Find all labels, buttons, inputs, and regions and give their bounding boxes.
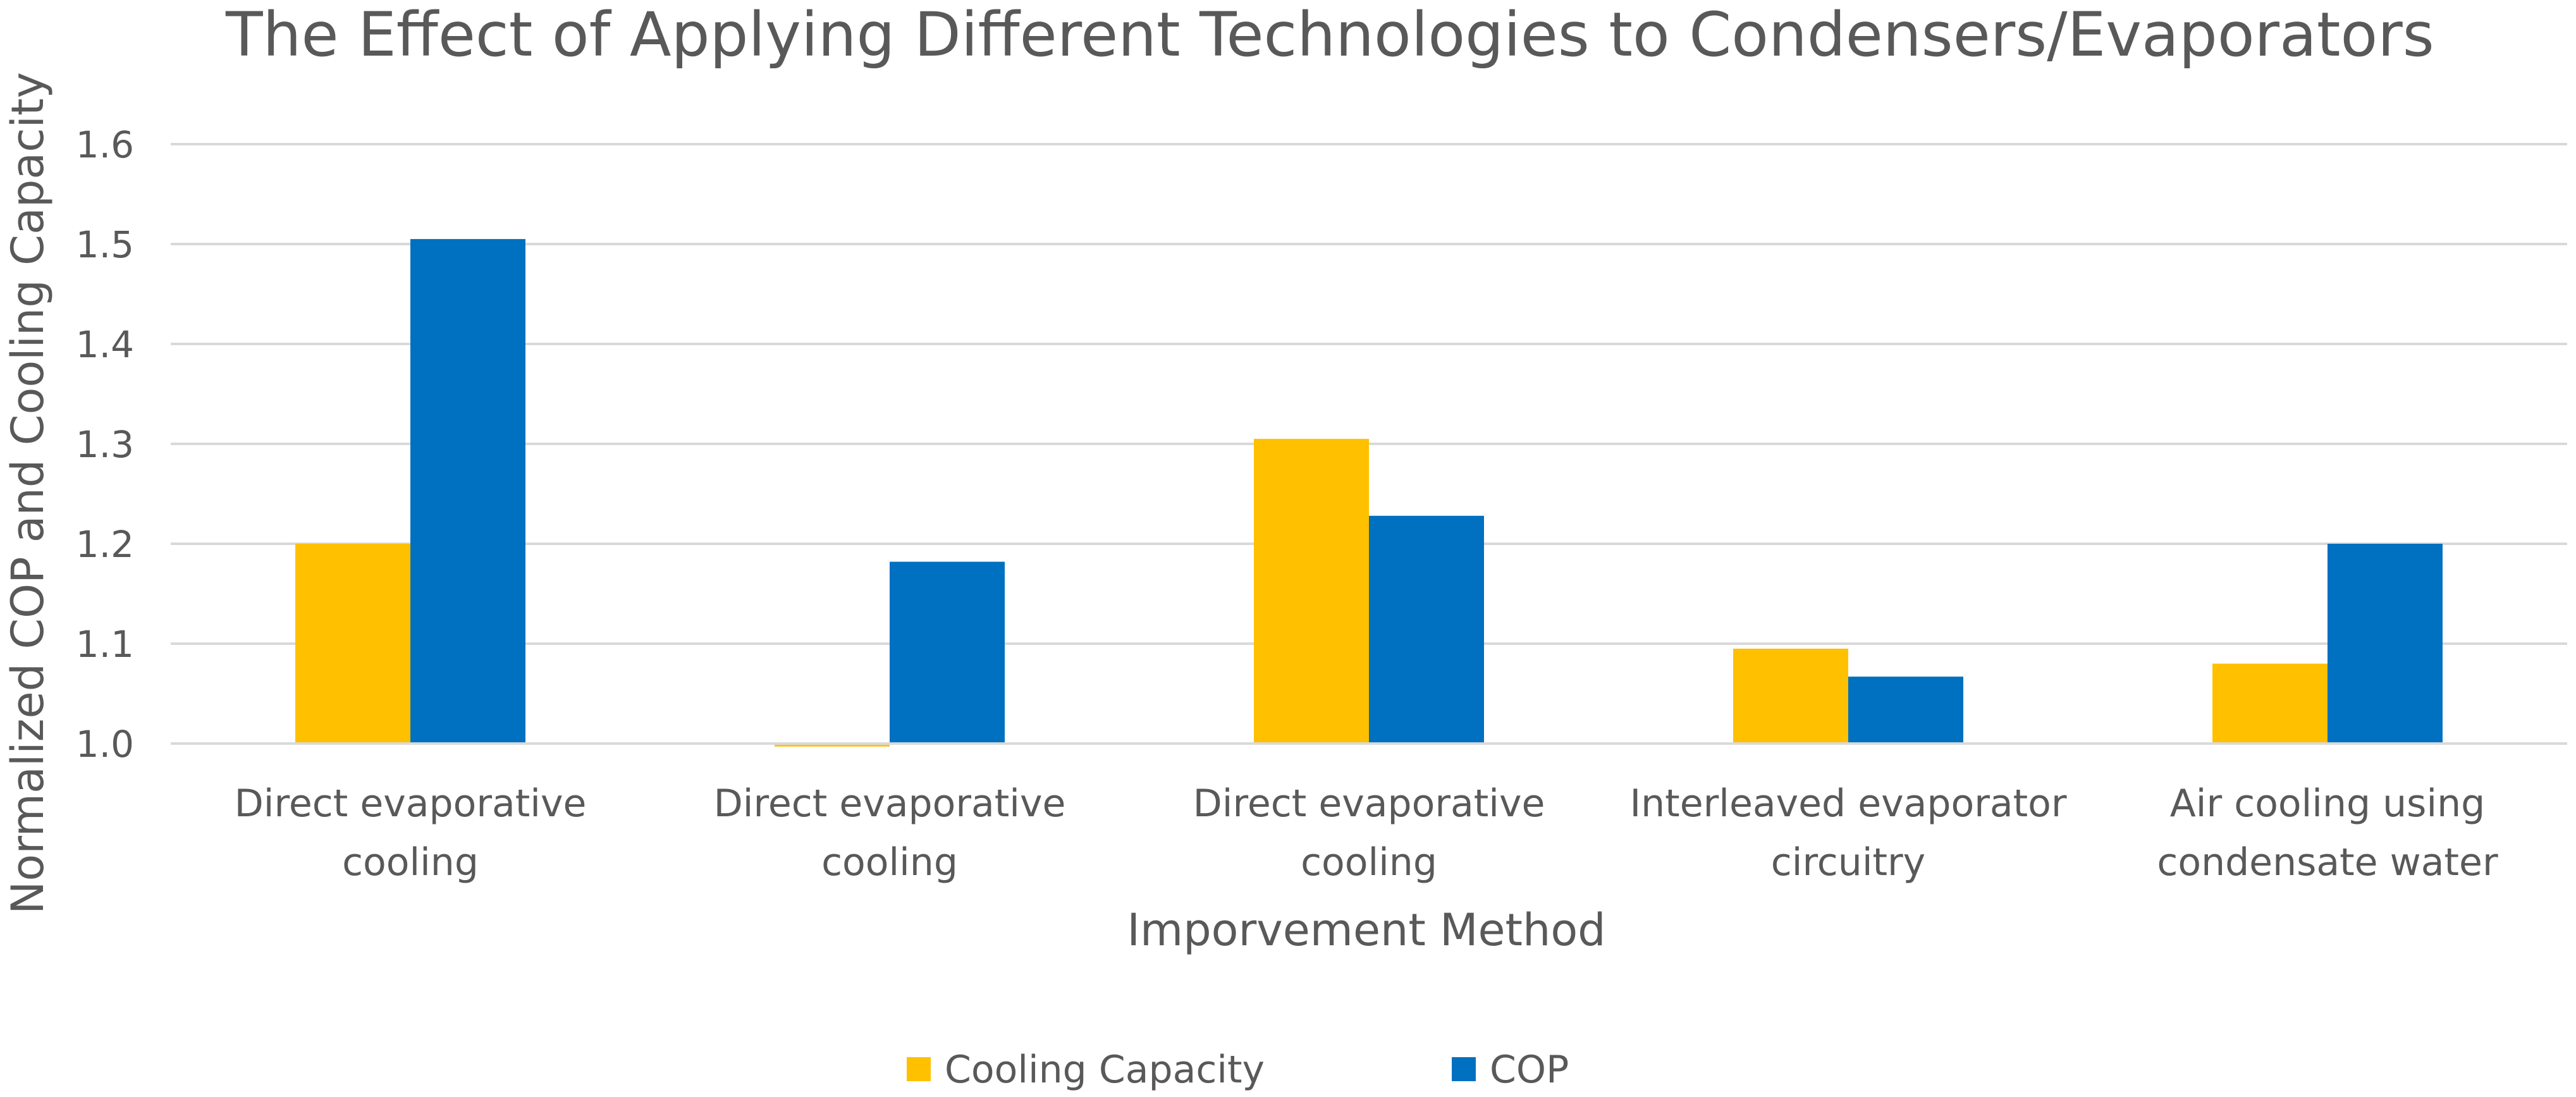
x-category-label: Direct evaporative <box>714 781 1066 826</box>
x-category-label: circuitry <box>1771 840 1925 885</box>
y-tick-label: 1.5 <box>76 223 134 266</box>
x-category-label: cooling <box>1301 840 1437 885</box>
x-category-label: Interleaved evaporator <box>1629 781 2066 826</box>
bar-cooling-capacity <box>775 744 890 747</box>
x-category-label: Direct evaporative <box>235 781 587 826</box>
x-category-label: cooling <box>342 840 479 885</box>
y-tick-label: 1.6 <box>76 123 134 166</box>
y-tick-label: 1.4 <box>76 323 134 366</box>
chart-title: The Effect of Applying Different Technol… <box>225 0 2434 70</box>
y-axis-title: Normalized COP and Cooling Capacity <box>2 72 54 914</box>
x-category-label: cooling <box>821 840 958 885</box>
bars <box>295 239 2443 747</box>
x-category-label: Air cooling using <box>2170 781 2485 826</box>
x-category-label: Direct evaporative <box>1193 781 1545 826</box>
legend-swatch-cop <box>1452 1057 1476 1081</box>
y-axis-ticks: 1.0 1.1 1.2 1.3 1.4 1.5 1.6 <box>76 123 134 766</box>
x-category-label: condensate water <box>2157 840 2498 885</box>
bar-cooling-capacity <box>1733 648 1848 744</box>
legend: Cooling Capacity COP <box>907 1048 1569 1092</box>
y-tick-label: 1.1 <box>76 623 134 666</box>
y-tick-label: 1.2 <box>76 523 134 566</box>
y-tick-label: 1.3 <box>76 423 134 466</box>
bar-cop <box>2328 544 2443 744</box>
bar-cop <box>410 239 525 744</box>
bar-cop <box>1369 515 1484 744</box>
bar-cooling-capacity <box>2212 663 2328 744</box>
bar-cop <box>1848 677 1963 744</box>
legend-label: Cooling Capacity <box>945 1048 1265 1092</box>
bar-cop <box>890 561 1005 744</box>
x-axis-title: Imporvement Method <box>1127 904 1605 956</box>
legend-swatch-cooling-capacity <box>907 1057 931 1081</box>
bar-cooling-capacity <box>1254 439 1369 744</box>
x-axis-categories: Direct evaporative cooling Direct evaporat… <box>235 781 2498 885</box>
bar-cooling-capacity <box>295 544 410 744</box>
y-tick-label: 1.0 <box>76 723 134 766</box>
legend-label: COP <box>1490 1048 1569 1092</box>
